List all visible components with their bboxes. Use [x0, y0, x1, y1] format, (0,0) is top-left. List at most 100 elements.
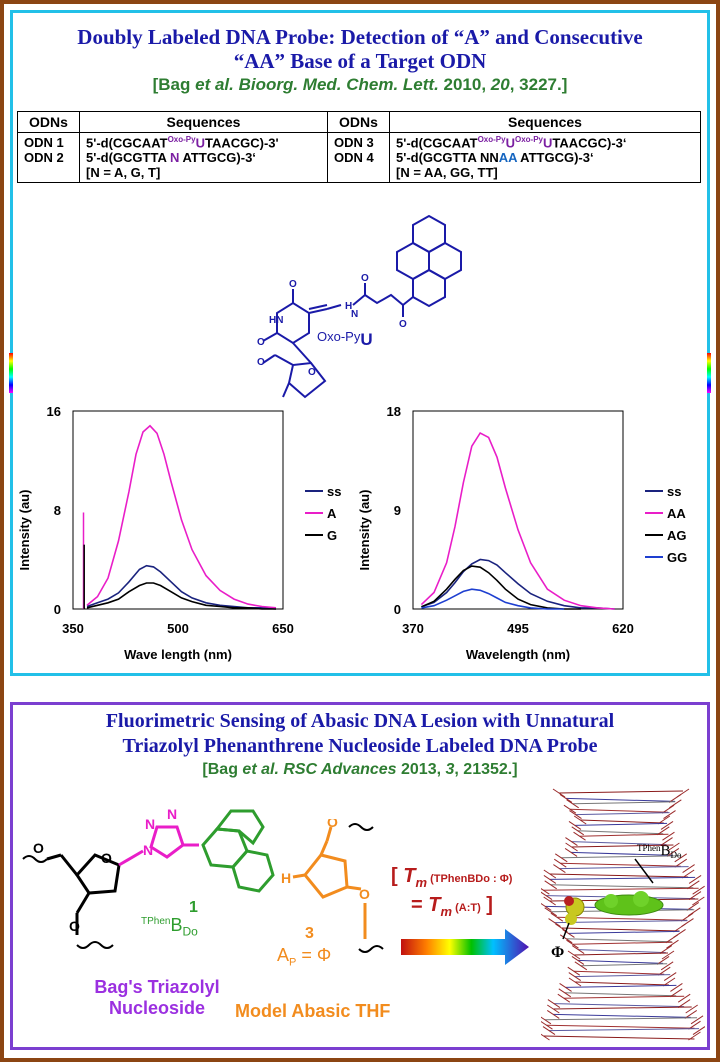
dna-backbone-tick-right	[688, 907, 701, 917]
nucleoside-atom-labels: O O O N N N	[33, 806, 177, 934]
seq4-a: 5'-d(GCGTTA NN	[396, 150, 499, 166]
odn-names-left: ODN 1 ODN 2	[17, 131, 80, 184]
dna-backbone-tick-right	[674, 858, 688, 868]
x-tick-label-1-2: 620	[612, 621, 634, 636]
dna-base-pair-line	[579, 833, 669, 837]
dna-base-pair-line	[560, 862, 681, 867]
cite-vol: 20	[490, 75, 510, 94]
seq3-a: 5'-d(CGCAAT	[396, 135, 478, 151]
panel1-heading: Doubly Labeled DNA Probe: Detection of “…	[13, 25, 707, 95]
seq3-sup2: Oxo-Py	[514, 135, 543, 144]
compound1-name-line1: Bag's Triazolyl	[94, 977, 220, 997]
dna-backbone-tick-right	[656, 826, 670, 836]
cite-year: 2010,	[438, 75, 491, 94]
dna-backbone-tick-left	[569, 810, 582, 820]
dna-backbone-tick-right	[688, 1031, 701, 1041]
rainbow-edge-right	[707, 353, 711, 393]
series-line-1-AG	[421, 565, 581, 610]
dna-backbone-tick-right	[665, 934, 679, 944]
compound1-name-line2: Nucleoside	[108, 998, 206, 1018]
panel2-title-line2: Triazolyl Phenanthrene Nucleoside Labele…	[122, 735, 598, 757]
dna-base-pair-line	[558, 790, 684, 794]
odn3: ODN 3	[334, 135, 374, 150]
triazolyl-nucleoside-structure: O O O N N N	[22, 806, 275, 949]
y-tick-label-0-1: 8	[54, 503, 61, 518]
atom2-n2: N	[145, 816, 155, 832]
seq2-a: 5'-d(GCGTTA	[86, 150, 170, 166]
dna-backbone-tick-right	[666, 847, 680, 857]
y-tick-label-1-0: 0	[394, 602, 401, 617]
y-tick-label-1-2: 18	[387, 404, 401, 419]
atom-o4: O	[257, 337, 265, 348]
seq2-note: [N = A, G, T]	[86, 165, 161, 181]
compound1-name: Bag's Triazolyl Nucleoside	[67, 977, 247, 1019]
seq3-u2: U	[542, 135, 553, 151]
dna-backbone-tick-right	[657, 966, 671, 976]
tm-sub1: (TPhenBDo : Φ)	[427, 873, 513, 885]
dna-base-pair-line	[574, 974, 671, 978]
seq4: 5'-d(GCGTTA NNAA ATTGCG)-3‘	[396, 150, 694, 165]
dna-backbone-tick-right	[660, 961, 674, 971]
dna-backbone-tick-left	[566, 799, 579, 809]
dna-backbone-tick-right	[692, 896, 705, 906]
dna-base-pair-line	[544, 1017, 698, 1021]
dna-base-pair-line	[549, 873, 689, 878]
series-line-0-A	[86, 424, 277, 609]
triazole-bonds	[118, 825, 199, 867]
atom3-o5: O	[359, 886, 370, 902]
atom2-n3: N	[167, 806, 177, 822]
phenanthrene-bonds	[201, 809, 275, 893]
thf-linkage-bottom	[358, 945, 384, 953]
tm-line1: [ Tm (TPhenBDo : Φ)	[391, 865, 512, 894]
thf-linkage-top	[348, 823, 374, 831]
phenanthrene-probe-blob-3	[604, 894, 618, 908]
tm-equation: [ Tm (TPhenBDo : Φ) = Tm (A:T) ]	[391, 865, 512, 923]
dna-base-pair-line	[574, 822, 668, 826]
compound3-name: Model Abasic THF	[235, 1001, 391, 1021]
dna-backbone-tick-right	[660, 837, 673, 847]
odn1: ODN 1	[24, 135, 64, 150]
dna-backbone-tick-right	[669, 988, 683, 998]
y-tick-label-1-1: 9	[394, 503, 401, 518]
dna-backbone-tick-left	[573, 831, 586, 841]
dna-backbone-tick-right	[673, 923, 686, 933]
seq3: 5'-d(CGCAATOxo-PyUOxo-PyUTAACGC)-3‘	[396, 135, 694, 150]
dna-backbone-tick-right	[663, 810, 676, 820]
atom3-o4: O	[327, 819, 338, 830]
dna-base-pair-line	[549, 876, 696, 880]
dna-base-pair-line	[550, 884, 694, 889]
cite-post: , 3227.]	[509, 75, 568, 94]
atom-o6: O	[257, 357, 265, 368]
tm-eq: =	[411, 894, 429, 916]
dna-backbone-tick-right	[688, 874, 702, 884]
atom2-o1: O	[33, 840, 44, 856]
dna-backbone-tick-left	[550, 912, 564, 922]
dna-base-pair-line	[574, 981, 670, 986]
molecule-atom-labels: O O H N O HN O O O	[257, 273, 407, 378]
seq1-u: U	[195, 135, 205, 151]
compound3-eq: = Φ	[296, 945, 332, 965]
phi-pointer	[562, 922, 570, 940]
atom2-o2: O	[69, 918, 80, 934]
dna-backbone-tick-left	[544, 907, 557, 917]
panel2-title: Fluorimetric Sensing of Abasic DNA Lesio…	[13, 709, 707, 759]
tm-t: T	[403, 865, 416, 887]
plot-frame-0	[72, 410, 284, 610]
dna-backbone-tick-right	[662, 831, 675, 841]
cite2-etal: et al. RSC Advances	[242, 761, 397, 778]
dna-backbone-tick-right	[667, 842, 680, 852]
dna-backbone-tick-right	[686, 901, 700, 911]
dna-backbone-tick-left	[568, 977, 582, 987]
dna-backbone-tick-left	[571, 945, 585, 955]
x-tick-label-0-1: 500	[167, 621, 189, 636]
atom-hn: HN	[269, 315, 283, 326]
dna-backbone-tick-left	[543, 869, 557, 879]
dna-backbone-tick-right	[687, 880, 700, 890]
dna-backbone-tick-right	[681, 869, 695, 879]
panel1-citation: [Bag et al. Bioorg. Med. Chem. Lett. 201…	[13, 75, 707, 95]
dna-backbone-tick-right	[692, 885, 705, 895]
atom-o1: O	[361, 273, 369, 284]
seq3-u1: U	[505, 135, 515, 151]
seq3-sup1: Oxo-Py	[477, 135, 506, 144]
